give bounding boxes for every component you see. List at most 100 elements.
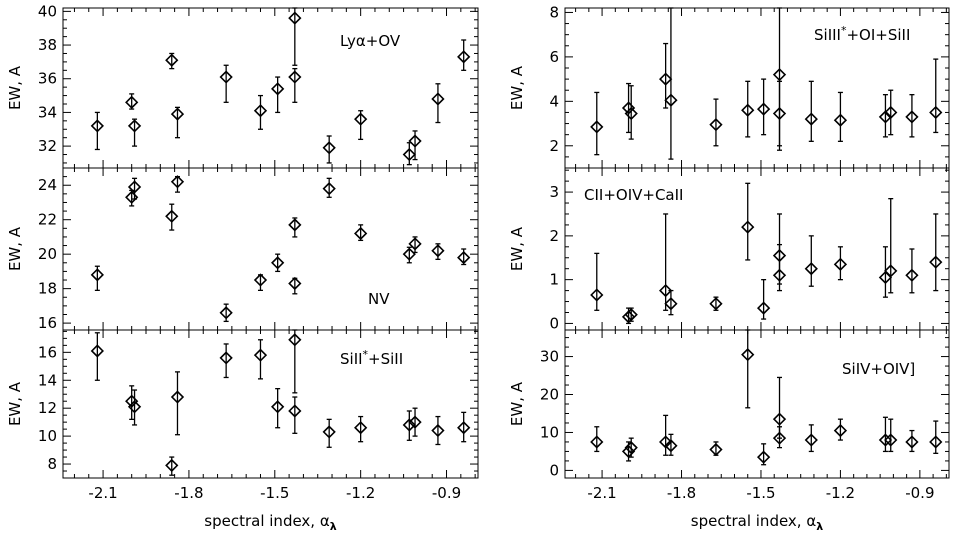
panel-label: SiIII*+OI+SiII <box>814 24 910 44</box>
data-point <box>253 273 268 287</box>
chart-panel-left-top: 32 34 36 38 40 EW, A Lyα+OV <box>6 2 479 169</box>
y-axis-title: EW, A <box>6 226 24 271</box>
data-point <box>772 412 787 426</box>
data-point <box>884 105 898 120</box>
data-point <box>709 442 723 457</box>
data-point <box>624 106 638 121</box>
data-point <box>929 255 943 269</box>
data-point <box>624 441 638 455</box>
data-point <box>624 308 638 322</box>
y-tick-label: 16 <box>38 343 57 361</box>
plot-frame <box>564 329 950 479</box>
y-tick-label: 38 <box>38 36 57 54</box>
y-tick-label: 6 <box>549 48 559 66</box>
chart-panel-right-top: 2 4 6 8 EW, A SiIII*+OI+SiII <box>508 3 950 169</box>
data-point <box>457 250 471 265</box>
data-point <box>354 226 368 241</box>
y-tick-label: 0 <box>549 461 559 479</box>
data-point <box>905 110 919 124</box>
data-point <box>621 444 636 459</box>
data-point <box>709 118 723 132</box>
data-point <box>288 70 302 84</box>
data-point <box>127 180 142 194</box>
y-tick-label: 30 <box>540 348 559 366</box>
data-point <box>741 103 755 117</box>
data-point <box>253 104 268 118</box>
y-tick-label: 22 <box>38 211 57 229</box>
data-point <box>408 415 422 429</box>
data-point <box>127 119 142 133</box>
data-point <box>288 276 302 291</box>
data-point <box>402 147 416 162</box>
data-point <box>905 268 919 282</box>
y-tick-label: 8 <box>47 455 57 473</box>
data-point <box>402 418 416 432</box>
data-point <box>408 237 422 251</box>
data-point <box>772 68 787 82</box>
data-point <box>127 400 142 414</box>
data-point <box>408 134 422 148</box>
data-point <box>741 348 755 362</box>
chart-panel-left-bottom: 8 10 12 14 16 -2.1 -1.8 -1.5 -1.2 -0.9 spectral in… <box>6 329 479 533</box>
y-tick-label: 2 <box>549 227 559 245</box>
data-point <box>905 435 919 449</box>
panel-label: SiII*+SiII <box>340 348 403 368</box>
data-point <box>431 92 445 106</box>
data-point <box>354 112 368 126</box>
data-point <box>322 141 336 155</box>
data-point <box>833 113 848 127</box>
data-point <box>659 72 673 86</box>
data-point <box>709 297 723 311</box>
y-tick-label: 20 <box>540 386 559 404</box>
y-tick-label: 14 <box>38 371 57 389</box>
y-tick-label: 3 <box>549 183 559 201</box>
x-axis-title: spectral index, αλ <box>691 512 823 533</box>
data-point <box>253 348 268 362</box>
y-axis-title: EW, A <box>6 65 24 110</box>
y-tick-label: 34 <box>38 103 57 121</box>
y-axis-title: EW, A <box>6 381 24 426</box>
data-point <box>590 288 604 302</box>
data-point <box>288 333 302 347</box>
data-point <box>664 93 678 107</box>
data-point <box>322 425 336 439</box>
x-tick-label: -1.8 <box>174 484 203 502</box>
data-point <box>457 50 471 64</box>
x-tick-label: -0.9 <box>905 484 934 502</box>
data-point <box>90 344 104 358</box>
y-axis-title: EW, A <box>508 226 526 271</box>
data-point <box>90 268 104 282</box>
x-tick-label: -1.5 <box>746 484 775 502</box>
data-point <box>322 182 336 196</box>
data-point <box>288 11 302 25</box>
plot-frame <box>62 329 479 479</box>
data-point <box>884 433 898 447</box>
y-tick-label: 10 <box>540 423 559 441</box>
y-tick-label: 20 <box>38 245 57 263</box>
chart-panel-left-middle: 16 18 20 22 24 EW, A NV <box>6 167 479 332</box>
x-tick-label: -1.5 <box>260 484 289 502</box>
data-point <box>219 306 233 320</box>
y-tick-label: 18 <box>38 280 57 298</box>
x-tick-label: -1.2 <box>826 484 855 502</box>
y-tick-label: 0 <box>549 314 559 332</box>
data-point <box>165 53 179 67</box>
data-point <box>772 268 787 282</box>
panel-label: CII+OIV+CaII <box>584 186 683 204</box>
data-point <box>664 439 678 453</box>
data-point <box>659 435 673 449</box>
plot-frame <box>62 7 479 169</box>
data-point <box>288 218 302 232</box>
data-point <box>772 431 787 445</box>
data-point <box>219 351 233 365</box>
data-point <box>170 390 185 404</box>
data-point <box>659 283 673 298</box>
data-point <box>878 110 893 124</box>
y-tick-label: 12 <box>38 399 57 417</box>
x-tick-label: -1.2 <box>346 484 375 502</box>
y-tick-label: 4 <box>549 92 559 110</box>
x-axis-title: spectral index, αλ <box>204 512 336 533</box>
data-point <box>664 297 678 311</box>
data-point <box>431 423 445 438</box>
